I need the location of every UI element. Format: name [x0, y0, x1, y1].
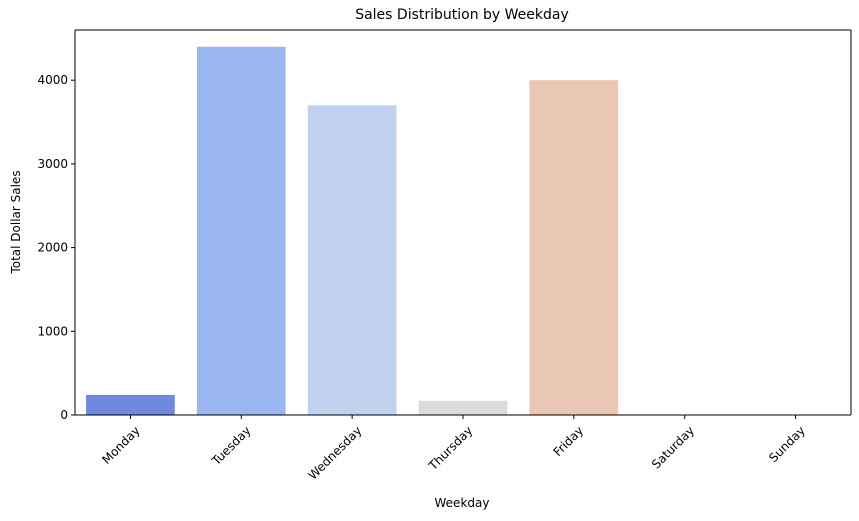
- y-tick-label: 2000: [37, 241, 68, 255]
- y-tick-label: 1000: [37, 324, 68, 338]
- bar-thursday: [418, 400, 508, 415]
- y-tick-label: 4000: [37, 73, 68, 87]
- x-tick-label-monday: Monday: [99, 423, 142, 466]
- x-tick-label-wednesday: Wednesday: [305, 423, 364, 482]
- x-tick-label-tuesday: Tuesday: [208, 423, 253, 468]
- bar-friday: [529, 80, 619, 415]
- bar-monday: [86, 394, 175, 415]
- bar-wednesday: [307, 105, 397, 415]
- x-tick-label-friday: Friday: [551, 423, 587, 459]
- x-axis: Monday Tuesday Wednesday Thursday Friday Satu…: [75, 414, 851, 482]
- x-tick-label-saturday: Saturday: [649, 423, 697, 471]
- y-axis-label: Total Dollar Sales: [9, 170, 23, 274]
- y-tick-label: 3000: [37, 157, 68, 171]
- x-tick-label-sunday: Sunday: [766, 423, 808, 465]
- y-axis: 0 1000 2000 3000 4000: [37, 30, 76, 422]
- bar-tuesday: [196, 46, 286, 416]
- chart-title: Sales Distribution by Weekday: [355, 7, 569, 23]
- plot-area: [75, 29, 852, 416]
- y-tick-label: 0: [60, 408, 68, 422]
- x-axis-label: Weekday: [435, 496, 490, 510]
- x-tick-label-thursday: Thursday: [425, 423, 475, 473]
